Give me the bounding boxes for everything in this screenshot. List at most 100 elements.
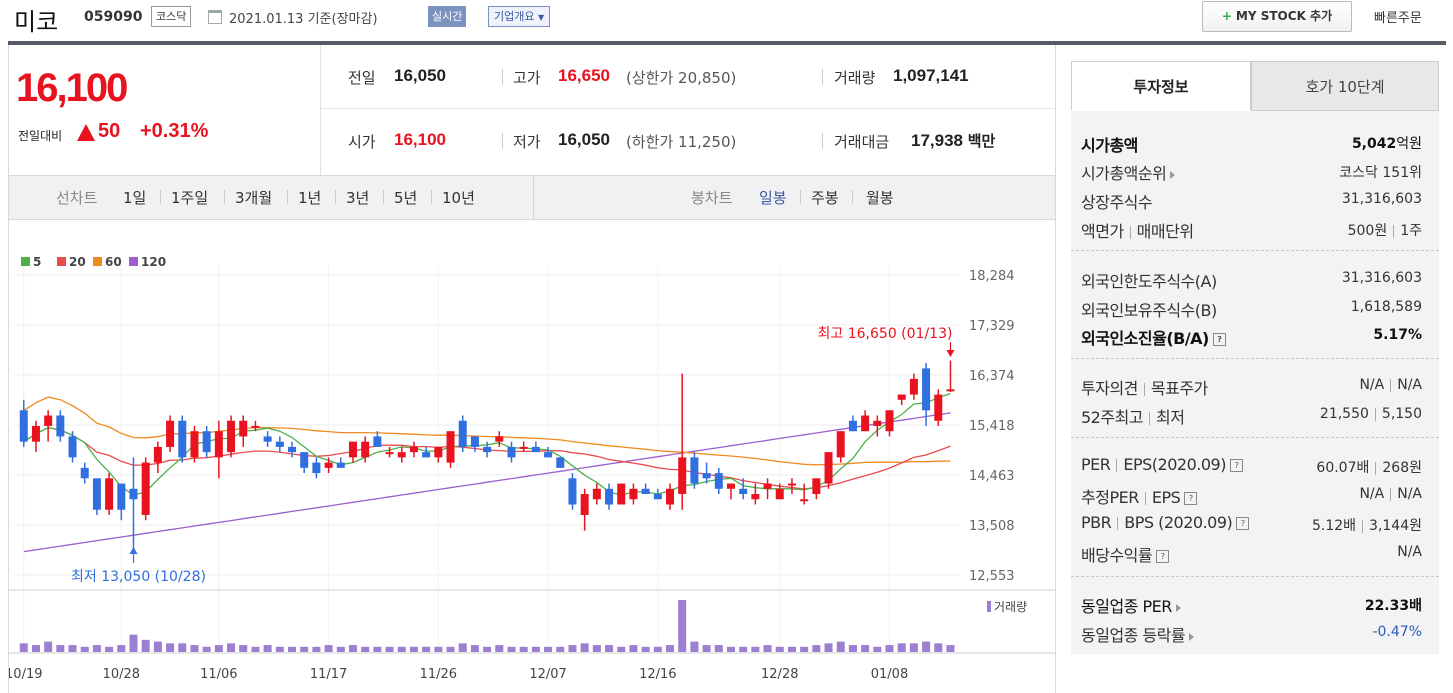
company-overview-button[interactable]: 기업개요 ▼ [488,6,551,27]
volume-bar [775,646,784,652]
change-label: 전일대비 [18,129,63,143]
par-value-label: 액면가 매매단위 [1081,222,1194,241]
market-cap-rank-label[interactable]: 시가총액순위 [1081,160,1176,184]
candle-body [422,452,431,458]
per-value: 60.07배 268원 [1316,460,1422,476]
volume-bar [629,645,638,652]
price-divider [320,45,321,175]
sector-change-label[interactable]: 동일업종 등락률 [1081,622,1195,646]
volume-bar [68,645,77,652]
help-icon[interactable]: ? [1156,550,1170,563]
tab-invest-info[interactable]: 투자정보 [1071,61,1251,111]
candle-body [324,462,333,468]
candle-body [885,410,894,432]
candle-body [690,457,699,484]
candle-body [605,488,614,505]
pipe [383,190,384,204]
period-1w[interactable]: 1주일 [171,189,209,207]
tab-underline-cover [1071,110,1251,111]
candle-body [312,462,321,474]
candle-body [726,483,735,489]
candle-body [836,431,845,458]
candle-body [434,446,443,458]
volume-bar [617,646,626,652]
volume-bar [263,645,272,652]
pipe [502,69,503,85]
candle-body [105,478,114,510]
candle-body [629,488,638,500]
volume-bar [495,645,504,652]
opinion-value: N/A N/A [1359,377,1422,393]
invest-info-panel [1071,61,1439,654]
volume-bar [605,645,614,652]
open-value: 16,100 [394,130,446,149]
candle-body [556,457,565,468]
volume-bar [909,643,918,652]
candle-daily[interactable]: 일봉 [759,189,787,207]
period-1d[interactable]: 1일 [123,189,147,207]
volume-bar [666,645,675,652]
triangle-right-icon [1189,632,1195,641]
candle-body [202,431,211,453]
period-5y[interactable]: 5년 [394,189,418,207]
candle-body [519,446,528,449]
help-icon[interactable]: ? [1236,517,1250,530]
52week-value: 21,550 5,150 [1319,406,1422,422]
volume-bar [885,645,894,652]
candle-body [409,446,418,453]
pbr-value: 5.12배 3,144원 [1311,518,1422,534]
max-annotation: 최고 16,650 (01/13) [818,326,953,342]
volume-bar [592,645,601,652]
top-divider [8,41,1446,45]
volume-bar [873,646,882,652]
candle-body [897,394,906,400]
volume-bar [251,646,260,652]
my-stock-add-button[interactable]: + MY STOCK 추가 [1202,1,1352,32]
period-3m[interactable]: 3개월 [235,189,273,207]
volume-bar [824,643,833,652]
open-label: 시가 [348,133,376,151]
candle-body [666,488,675,505]
volume-bar [946,645,955,652]
candle-body [739,488,748,495]
volume-bar [800,646,809,652]
candle-body [483,446,492,453]
volume-bar [202,646,211,652]
quick-order-link[interactable]: 빠른주문 [1374,11,1422,26]
section-divider [1071,437,1439,438]
candle-body [873,420,882,426]
candle-body [568,478,577,505]
volume-bar [336,646,345,652]
candle-body [227,420,236,453]
low-label: 저가 [513,133,541,151]
period-3y[interactable]: 3년 [346,189,370,207]
tab-order-book[interactable]: 호가 10단계 [1251,61,1439,111]
help-icon[interactable]: ? [1212,333,1226,346]
volume-bar [861,645,870,652]
candle-monthly[interactable]: 월봉 [866,189,894,207]
realtime-button[interactable]: 실시간 [428,6,467,27]
sector-per-label[interactable]: 동일업종 PER [1081,593,1181,617]
volume-bar [373,646,382,652]
candle-body [373,436,382,447]
x-tick-label: 10/19 [9,667,42,682]
candle-weekly[interactable]: 주봉 [811,189,839,207]
volume-bar [568,645,577,652]
help-icon[interactable]: ? [1184,492,1198,505]
period-1y[interactable]: 1년 [298,189,322,207]
prev-value: 16,050 [394,66,446,85]
help-icon[interactable]: ? [1229,459,1243,472]
candle-body [239,420,248,437]
foreign-holding-label: 외국인보유주식수(B) [1081,301,1217,320]
foreign-holding-value: 1,618,589 [1350,299,1422,315]
volume-bar [922,641,931,652]
foreign-limit-label: 외국인한도주식수(A) [1081,272,1217,291]
volume-bar [934,643,943,652]
pipe [287,190,288,204]
period-10y[interactable]: 10년 [442,189,475,207]
market-cap-label: 시가총액 [1081,136,1138,155]
volume-bar [275,646,284,652]
volume-bar [739,646,748,652]
candle-body [300,452,309,468]
candle-body [385,452,394,455]
